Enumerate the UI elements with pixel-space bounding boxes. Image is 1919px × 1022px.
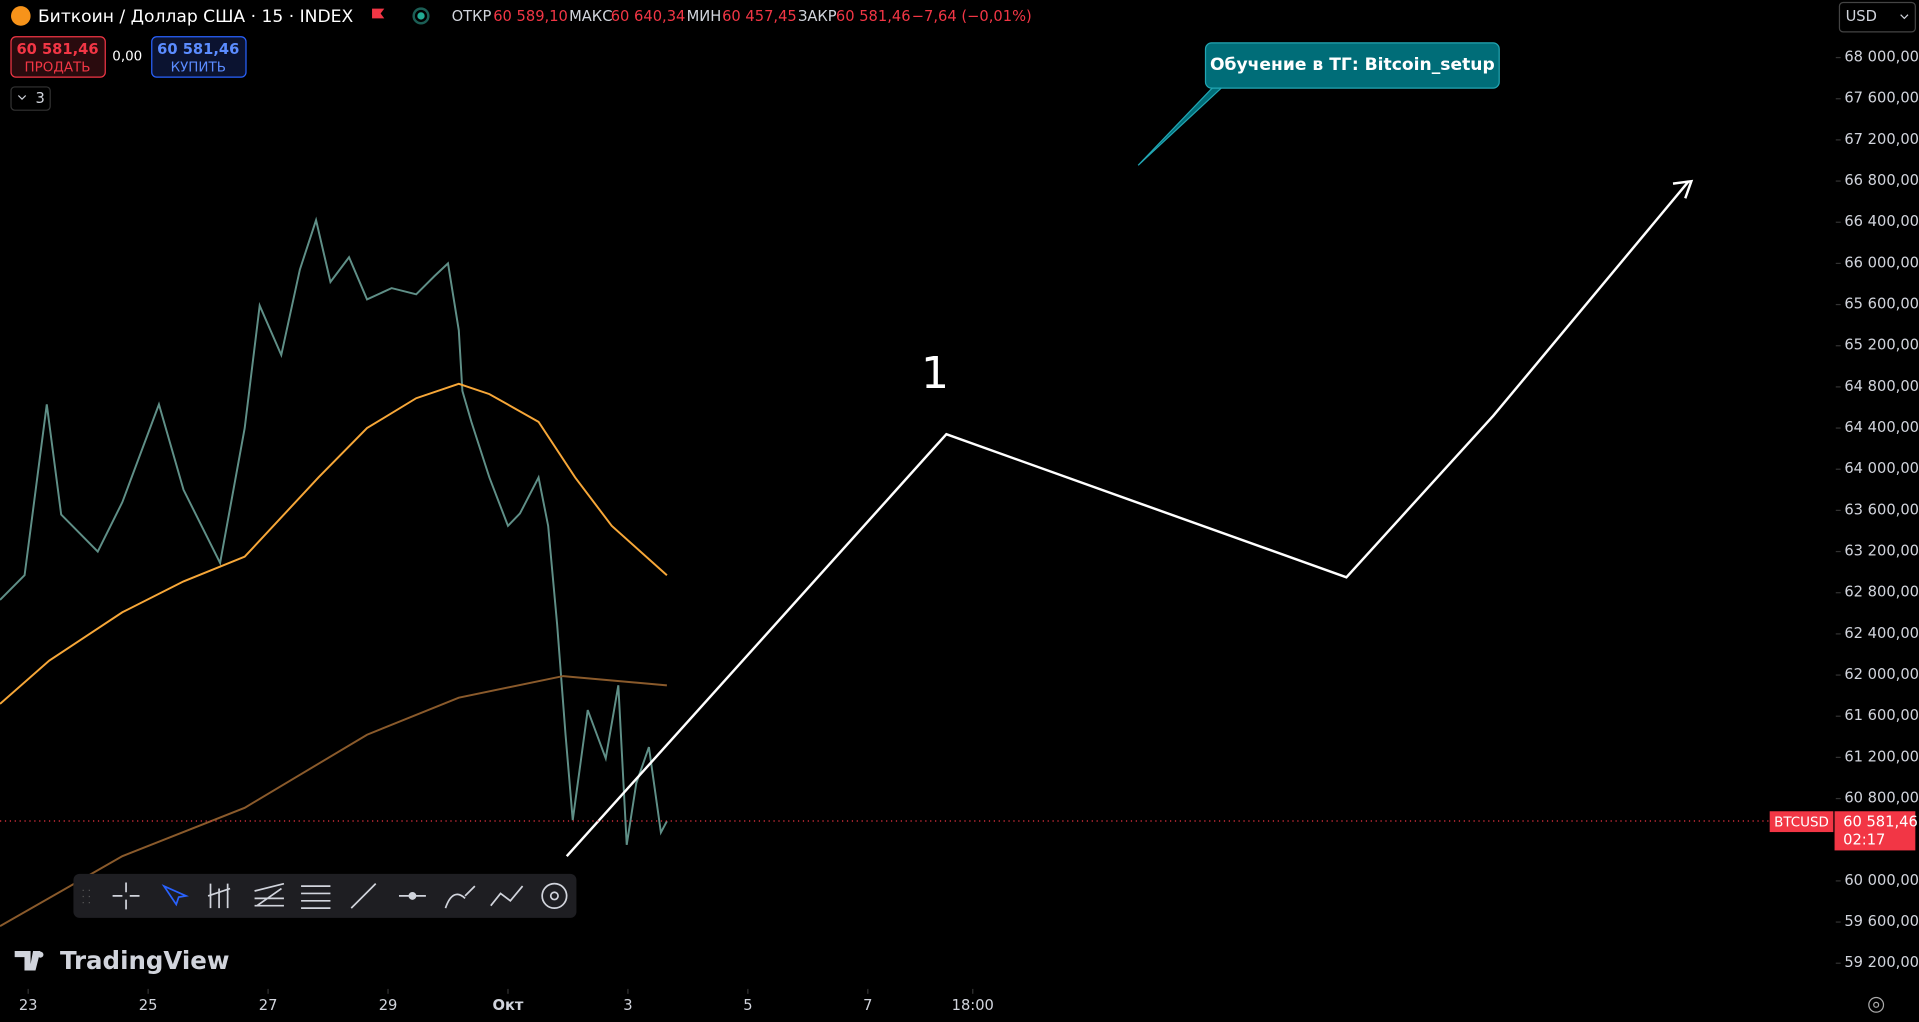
trendline-tool[interactable] (350, 883, 377, 909)
toolbar-bg (73, 873, 577, 918)
symbol-label: BTCUSD (1774, 815, 1829, 830)
y-tick-label: 63 200,00 (1844, 543, 1919, 560)
callout-text: Обучение в ТГ: Bitcoin_setup (1210, 55, 1495, 75)
series-line (0, 216, 668, 846)
low-value: 60 457,45 (722, 8, 797, 25)
buy-button[interactable] (151, 36, 247, 78)
crosshair-tool[interactable] (112, 882, 140, 910)
symbol-tag (1769, 811, 1834, 833)
chevron-icon (17, 95, 27, 101)
x-tick-label: 27 (259, 997, 278, 1014)
toolbar-grip (82, 889, 90, 904)
y-tick-label: 67 200,00 (1844, 131, 1919, 148)
series-line (0, 382, 668, 705)
y-tick-label: 67 600,00 (1844, 90, 1919, 107)
cursor-tool[interactable] (161, 884, 189, 907)
sell-price: 60 581,46 (16, 41, 98, 58)
fib-tool[interactable] (254, 882, 285, 907)
lines-tool[interactable] (301, 885, 331, 909)
countdown: 02:17 (1843, 832, 1885, 849)
close-label: ЗАКР (798, 8, 837, 25)
y-tick-label: 63 600,00 (1844, 501, 1919, 518)
y-tick-label: 64 400,00 (1844, 419, 1919, 436)
status-dot-core (417, 12, 425, 20)
y-tick-label: 60 000,00 (1844, 872, 1919, 889)
y-tick-label: 59 600,00 (1844, 913, 1919, 930)
spread: 0,00 (112, 49, 142, 64)
y-tick-label: 64 000,00 (1844, 460, 1919, 477)
y-tick-label: 68 000,00 (1844, 49, 1919, 66)
price-tag (1834, 811, 1916, 851)
change-value: −7,64 (−0,01%) (912, 8, 1032, 25)
y-tick-label: 65 200,00 (1844, 337, 1919, 354)
high-label: МАКС (569, 8, 612, 25)
y-tick-label: 66 400,00 (1844, 213, 1919, 230)
y-tick-label: 61 600,00 (1844, 707, 1919, 724)
coin-icon (11, 6, 31, 26)
pattern-tool[interactable] (490, 885, 524, 907)
sell-button[interactable] (10, 36, 106, 78)
header: Биткоин / Доллар США · 15 · INDEX ОТКР 6… (10, 1, 1916, 111)
brush-tool[interactable] (444, 885, 476, 909)
x-tick-label: 23 (19, 997, 38, 1014)
indicators-count: 3 (35, 90, 44, 107)
y-tick-label: 62 800,00 (1844, 584, 1919, 601)
y-tick-label: 60 800,00 (1844, 790, 1919, 807)
callout: Обучение в ТГ: Bitcoin_setup (1137, 42, 1500, 166)
measure-tool[interactable] (541, 882, 568, 909)
indicators-toggle[interactable] (10, 86, 51, 111)
buy-price: 60 581,46 (157, 41, 239, 58)
x-tick-label: 18:00 (952, 997, 994, 1014)
high-value: 60 640,34 (611, 8, 686, 25)
x-tick-label: 7 (863, 997, 872, 1014)
logo-mark (14, 950, 41, 971)
tradingview-logo: TradingView (14, 946, 230, 975)
y-tick-label: 62 000,00 (1844, 666, 1919, 683)
logo-text: TradingView (60, 946, 230, 975)
chevron-icon (1900, 14, 1909, 20)
close-value: 60 581,46 (836, 8, 911, 25)
price-label: 60 581,46 (1843, 813, 1918, 830)
y-tick-label: 59 200,00 (1844, 954, 1919, 971)
status-dot (412, 7, 430, 25)
y-tick-label: 66 800,00 (1844, 172, 1919, 189)
open-label: ОТКР (452, 8, 492, 25)
buy-label: КУПИТЬ (171, 60, 226, 75)
currency-select[interactable] (1838, 1, 1916, 33)
callout-box[interactable] (1204, 42, 1500, 89)
currency: USD (1846, 8, 1877, 25)
x-tick-label: 5 (743, 997, 752, 1014)
flag-icon[interactable] (372, 8, 385, 19)
x-tick-label: 25 (139, 997, 158, 1014)
symbol-title[interactable]: Биткоин / Доллар США · 15 · INDEX (38, 7, 354, 27)
y-tick-label: 66 000,00 (1844, 254, 1919, 271)
settings-icon[interactable] (1868, 996, 1885, 1013)
y-tick-label: 62 400,00 (1844, 625, 1919, 642)
pitchfork-tool[interactable] (207, 883, 231, 909)
x-tick-label: 29 (379, 997, 398, 1014)
arrow-head (1672, 179, 1694, 199)
y-tick-label: 61 200,00 (1844, 748, 1919, 765)
series-line (565, 180, 1690, 858)
series-line (0, 675, 667, 928)
x-tick-label: 3 (623, 997, 632, 1014)
open-value: 60 589,10 (493, 8, 568, 25)
sell-label: ПРОДАТЬ (25, 60, 91, 75)
plot-area: 68 000,00 67 600,00 67 200,00 66 800,00 66 4… (0, 49, 1919, 1014)
y-tick-label: 65 600,00 (1844, 296, 1919, 313)
low-label: МИН (687, 8, 722, 25)
x-tick-label: Окт (493, 997, 524, 1014)
drawing-toolbar (73, 873, 577, 918)
y-tick-label: 64 800,00 (1844, 378, 1919, 395)
wave-label[interactable]: 1 (921, 348, 949, 399)
